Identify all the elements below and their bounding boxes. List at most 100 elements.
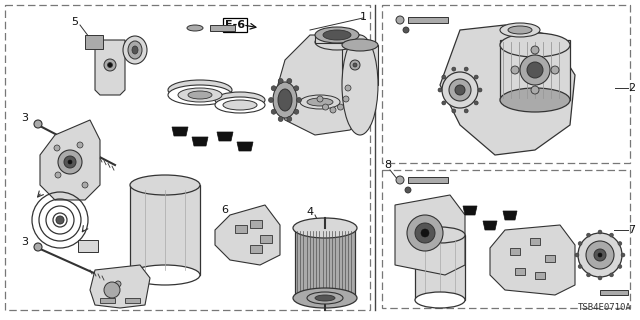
Circle shape: [115, 281, 121, 287]
Circle shape: [449, 79, 471, 101]
Circle shape: [586, 233, 591, 237]
Ellipse shape: [500, 88, 570, 112]
Circle shape: [58, 150, 82, 174]
Circle shape: [407, 215, 443, 251]
Circle shape: [464, 67, 468, 71]
Ellipse shape: [187, 25, 203, 31]
Circle shape: [287, 78, 292, 84]
Circle shape: [598, 253, 602, 257]
Circle shape: [269, 98, 273, 102]
Ellipse shape: [315, 34, 359, 50]
Circle shape: [64, 156, 76, 168]
Circle shape: [353, 63, 357, 67]
Ellipse shape: [278, 89, 292, 111]
Ellipse shape: [123, 36, 147, 64]
Text: 2: 2: [628, 83, 635, 93]
Bar: [295, 228, 355, 298]
Bar: [85, 35, 103, 49]
Circle shape: [271, 86, 276, 91]
Text: 7: 7: [628, 225, 635, 235]
Bar: [545, 255, 555, 262]
Ellipse shape: [128, 41, 142, 59]
Bar: [210, 25, 235, 31]
Polygon shape: [172, 127, 188, 136]
Ellipse shape: [415, 227, 465, 243]
Polygon shape: [503, 211, 517, 220]
Ellipse shape: [132, 46, 138, 54]
Circle shape: [594, 249, 606, 261]
Circle shape: [520, 55, 550, 85]
Ellipse shape: [168, 85, 232, 105]
Circle shape: [104, 59, 116, 71]
Bar: [100, 298, 115, 303]
Circle shape: [578, 265, 582, 268]
Text: 1: 1: [360, 12, 367, 22]
Circle shape: [438, 88, 442, 92]
Circle shape: [343, 96, 349, 102]
Bar: [510, 248, 520, 255]
Ellipse shape: [342, 35, 378, 135]
Circle shape: [442, 101, 446, 105]
Circle shape: [104, 282, 120, 298]
Circle shape: [578, 242, 582, 245]
Bar: [530, 238, 540, 245]
Bar: [130, 185, 200, 275]
Circle shape: [415, 223, 435, 243]
Ellipse shape: [130, 175, 200, 195]
Circle shape: [405, 187, 411, 193]
Bar: [125, 298, 140, 303]
Circle shape: [271, 109, 276, 114]
Ellipse shape: [130, 265, 200, 285]
Circle shape: [278, 78, 283, 84]
Polygon shape: [40, 120, 100, 200]
Polygon shape: [275, 35, 375, 135]
Circle shape: [578, 233, 622, 277]
Circle shape: [337, 104, 344, 110]
Circle shape: [330, 107, 336, 113]
Ellipse shape: [307, 292, 343, 304]
Bar: [515, 268, 525, 275]
Text: 8: 8: [385, 160, 392, 170]
Text: TSB4E0710A: TSB4E0710A: [579, 303, 632, 312]
Ellipse shape: [323, 30, 351, 40]
Text: 5: 5: [72, 17, 79, 27]
Circle shape: [403, 27, 409, 33]
Bar: [260, 235, 272, 243]
Circle shape: [621, 253, 625, 257]
Bar: [600, 290, 628, 295]
Polygon shape: [237, 142, 253, 151]
Circle shape: [54, 145, 60, 151]
Circle shape: [551, 66, 559, 74]
Circle shape: [586, 241, 614, 269]
Ellipse shape: [315, 295, 335, 301]
Circle shape: [531, 86, 539, 94]
Ellipse shape: [178, 88, 222, 102]
Polygon shape: [95, 40, 125, 95]
Circle shape: [108, 62, 113, 68]
Ellipse shape: [215, 92, 265, 108]
Polygon shape: [490, 225, 575, 295]
Polygon shape: [483, 221, 497, 230]
Circle shape: [452, 109, 456, 113]
Circle shape: [478, 88, 482, 92]
Circle shape: [287, 116, 292, 122]
Circle shape: [396, 176, 404, 184]
Circle shape: [586, 273, 591, 277]
Circle shape: [323, 104, 328, 110]
Circle shape: [68, 160, 72, 164]
Bar: [78, 240, 98, 252]
Circle shape: [34, 120, 42, 128]
Circle shape: [575, 253, 579, 257]
Bar: [250, 245, 262, 253]
Ellipse shape: [293, 288, 357, 308]
Ellipse shape: [293, 218, 357, 238]
Circle shape: [452, 67, 456, 71]
Text: 3: 3: [22, 237, 29, 247]
Circle shape: [474, 75, 478, 79]
Ellipse shape: [300, 95, 340, 109]
Circle shape: [396, 16, 404, 24]
Bar: [250, 220, 262, 228]
Circle shape: [455, 85, 465, 95]
Ellipse shape: [273, 82, 297, 118]
Circle shape: [474, 101, 478, 105]
